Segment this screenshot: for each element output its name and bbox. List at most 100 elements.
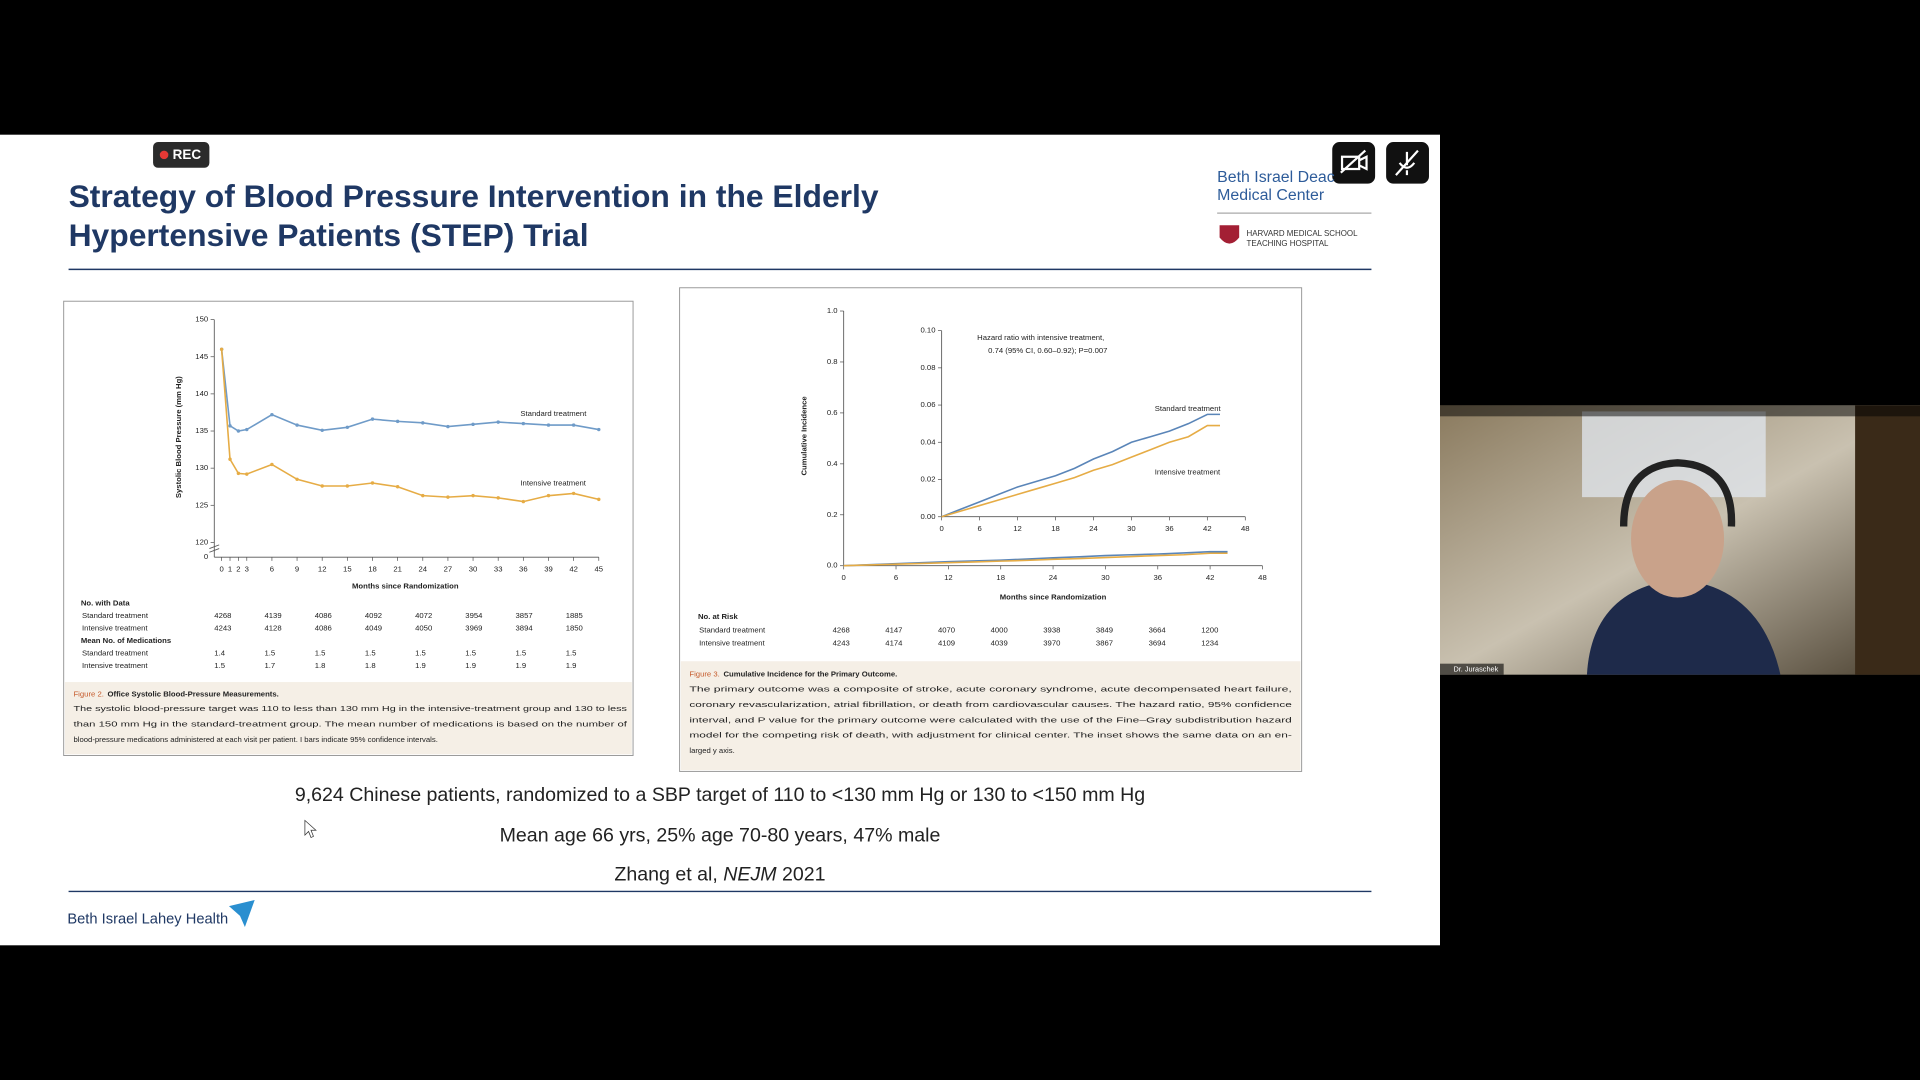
x-tick-label: 48 — [1241, 524, 1250, 533]
harvard-text: TEACHING HOSPITAL — [1247, 239, 1329, 248]
data-point — [245, 427, 249, 432]
data-point — [370, 481, 375, 485]
x-tick-label: 1 — [228, 564, 232, 573]
data-point — [471, 422, 475, 427]
logo-text: Medical Center — [1217, 187, 1325, 204]
harvard-text: HARVARD MEDICAL SCHOOL — [1247, 229, 1359, 238]
y-tick-label: 0.04 — [921, 437, 937, 446]
table-cell: 3857 — [516, 611, 533, 620]
table-cell: 1.5 — [415, 649, 426, 658]
caption-text: than 150 mm Hg in the standard-treatment… — [73, 719, 628, 728]
table-row-label: Standard treatment — [699, 625, 766, 634]
data-point — [597, 427, 601, 432]
x-tick-label: 2 — [236, 564, 240, 573]
data-point — [228, 424, 232, 428]
x-tick-label: 6 — [894, 573, 898, 582]
x-tick-label: 0 — [842, 573, 846, 582]
data-point — [496, 496, 500, 500]
mic-off-icon — [1395, 149, 1419, 176]
table-cell: 4070 — [938, 625, 955, 634]
rec-label: REC — [173, 147, 202, 162]
x-tick-label: 42 — [1203, 524, 1212, 533]
caption-label: Figure 3. Cumulative Incidence for the Pr… — [689, 670, 897, 679]
data-point — [345, 484, 350, 488]
caption-figure-number: Figure 3. — [689, 670, 719, 679]
y-tick-label: 135 — [195, 426, 208, 435]
table-section-title: No. with Data — [81, 599, 131, 608]
data-point — [521, 499, 526, 504]
caption-text: blood-pressure medications administered … — [73, 735, 437, 744]
table-cell: 1.9 — [465, 661, 476, 670]
data-point — [295, 423, 299, 427]
x-tick-label: 48 — [1258, 573, 1267, 582]
table-cell: 1.5 — [214, 661, 225, 670]
table-cell: 1850 — [566, 624, 583, 633]
table-cell: 4000 — [991, 625, 1008, 634]
data-point — [219, 347, 224, 352]
table-cell: 4072 — [415, 611, 432, 620]
caption-label: Figure 2. Office Systolic Blood-Pressure … — [73, 689, 278, 698]
citation-year: 2021 — [777, 864, 826, 886]
table-cell: 4086 — [315, 611, 332, 620]
x-tick-label: 15 — [343, 564, 352, 573]
table-cell: 3969 — [465, 624, 482, 633]
caption-text: coronary revascularization, atrial fibri… — [689, 700, 1291, 709]
table-cell: 3954 — [465, 611, 483, 620]
x-tick-label: 12 — [944, 573, 953, 582]
mouse-cursor — [304, 819, 317, 839]
rec-badge — [153, 142, 210, 168]
x-tick-label: 36 — [1153, 573, 1162, 582]
data-point — [421, 421, 425, 425]
data-point — [521, 421, 526, 426]
caption-title: Cumulative Incidence for the Primary Out… — [723, 670, 897, 679]
table-cell: 4109 — [938, 639, 955, 648]
axis-break — [209, 544, 220, 553]
x-tick-label: 42 — [569, 564, 578, 573]
table-row-label: Intensive treatment — [82, 624, 148, 633]
x-tick-label: 6 — [270, 564, 274, 573]
table-cell: 4147 — [885, 625, 902, 634]
series-line — [941, 424, 1220, 518]
camera-button[interactable] — [1332, 142, 1376, 184]
x-tick-label: 33 — [494, 564, 503, 573]
table-cell: 3849 — [1096, 625, 1113, 634]
data-point — [571, 423, 576, 427]
video-bookshelf — [1855, 405, 1920, 675]
table-section-title: Mean No. of Medications — [81, 636, 171, 645]
table-cell: 1.9 — [566, 661, 577, 670]
x-axis-label: Months since Randomization — [352, 582, 459, 591]
table-cell: 1885 — [566, 611, 583, 620]
participant-name: Dr. Juraschek — [1453, 665, 1498, 674]
x-tick-label: 0 — [219, 564, 223, 573]
camera-off-icon — [1340, 149, 1368, 174]
caption-text: larged y axis. — [689, 746, 734, 755]
data-point — [295, 477, 299, 482]
data-point — [571, 491, 576, 496]
y-tick-label: 0.4 — [827, 459, 838, 468]
y-break-label: 0 — [204, 552, 208, 561]
harvard-shield — [1219, 225, 1240, 244]
bullet-text: Mean age 66 yrs, 25% age 70-80 years, 47… — [500, 824, 941, 846]
table-cell: 1.9 — [516, 661, 527, 670]
series-label: Standard treatment — [1155, 404, 1222, 413]
slide-title: Strategy of Blood Pressure Intervention … — [69, 178, 879, 214]
x-axis-label: Months since Randomization — [1000, 593, 1107, 602]
y-tick-label: 140 — [195, 389, 208, 398]
x-tick-label: 9 — [295, 564, 299, 573]
x-tick-label: 39 — [544, 564, 553, 573]
data-point — [546, 493, 551, 498]
x-tick-label: 18 — [368, 564, 377, 573]
y-tick-label: 0.02 — [921, 475, 936, 484]
y-tick-label: 0.2 — [827, 510, 838, 519]
x-tick-label: 30 — [1101, 573, 1110, 582]
data-point — [236, 471, 241, 476]
table-cell: 1.8 — [315, 661, 326, 670]
y-tick-label: 0.00 — [921, 512, 936, 521]
y-tick-label: 0.8 — [827, 357, 838, 366]
table-cell: 4092 — [365, 611, 382, 620]
x-tick-label: 3 — [245, 564, 249, 573]
series-label: Intensive treatment — [1155, 468, 1221, 477]
inset-annotation: 0.74 (95% CI, 0.60–0.92); P=0.007 — [988, 346, 1107, 355]
table-cell: 4268 — [214, 611, 231, 620]
